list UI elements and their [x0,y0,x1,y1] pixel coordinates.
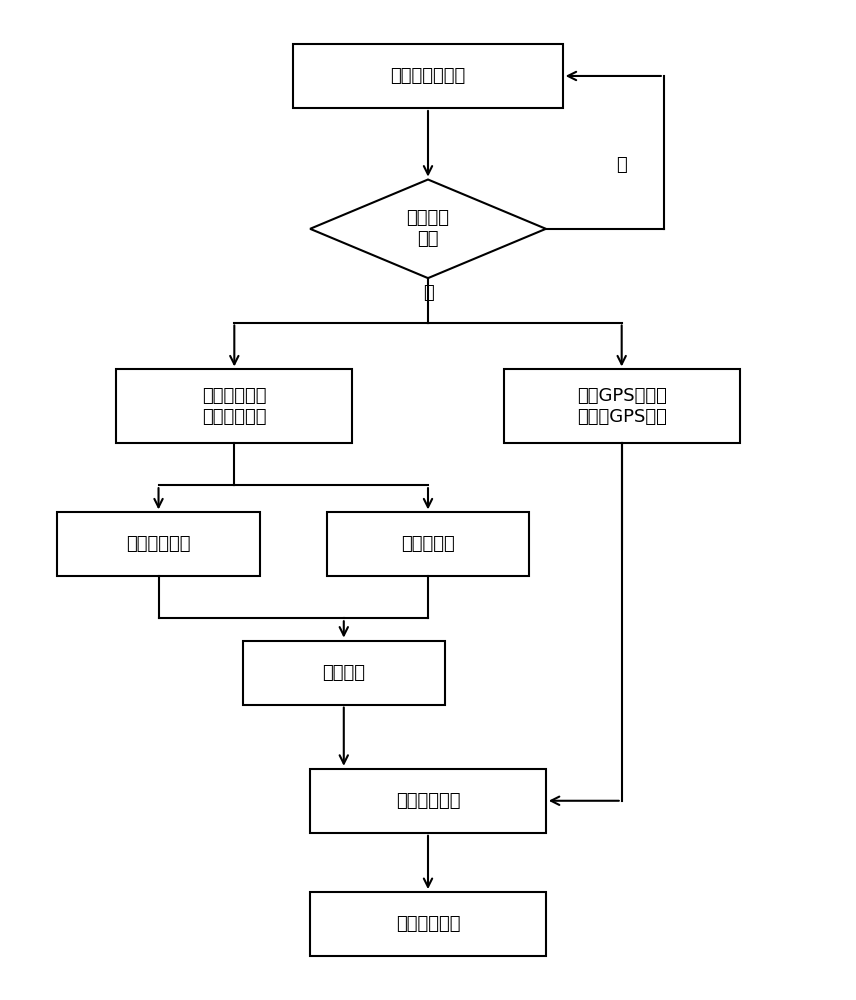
Text: 数据之间同步: 数据之间同步 [395,915,461,933]
Text: 数据采集道数: 数据采集道数 [127,535,191,553]
FancyBboxPatch shape [294,44,562,108]
FancyBboxPatch shape [327,512,529,576]
Text: 线性插值: 线性插值 [323,664,366,682]
Polygon shape [310,180,546,278]
Text: 是: 是 [423,284,433,302]
Text: 测距轮触发信号: 测距轮触发信号 [390,67,466,85]
Text: 测距轮精度: 测距轮精度 [401,535,455,553]
FancyBboxPatch shape [243,641,445,705]
FancyBboxPatch shape [504,369,740,443]
Text: 否: 否 [616,156,627,174]
FancyBboxPatch shape [310,892,546,956]
Text: 时间同步文件: 时间同步文件 [395,792,461,810]
FancyBboxPatch shape [310,769,546,833]
Text: 触发GPS主机并
记录其GPS时间: 触发GPS主机并 记录其GPS时间 [577,387,667,426]
FancyBboxPatch shape [116,369,352,443]
FancyBboxPatch shape [57,512,259,576]
Text: 判断触发
信号: 判断触发 信号 [407,209,449,248]
Text: 探地雷达主机
开始采集数据: 探地雷达主机 开始采集数据 [202,387,266,426]
